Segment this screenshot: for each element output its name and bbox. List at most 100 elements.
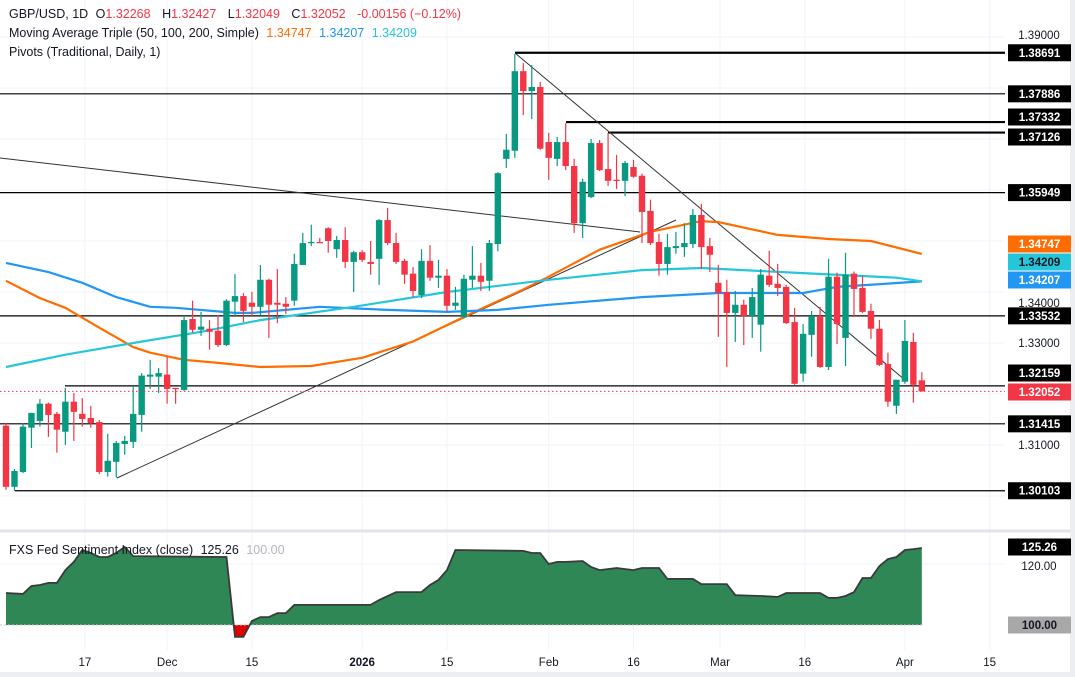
ma-legend[interactable]: Moving Average Triple (50, 100, 200, Sim… (9, 26, 421, 40)
candle (308, 224, 315, 247)
candle (621, 160, 629, 197)
pivot-badge-bg (1008, 415, 1071, 433)
candle (155, 367, 162, 393)
sentiment-panel (0, 545, 922, 638)
candle-body (342, 239, 349, 262)
candle (859, 275, 866, 313)
candle (62, 387, 69, 445)
candle (901, 320, 909, 384)
candle-body (706, 246, 714, 255)
candle (494, 172, 502, 252)
pivot-badge: 1.37886 (1019, 89, 1061, 101)
candle (774, 263, 781, 297)
candle (715, 264, 722, 337)
candle (206, 320, 213, 350)
candle (138, 373, 145, 432)
candle-body (325, 228, 332, 241)
pivot-badge: 1.32159 (1019, 368, 1061, 380)
candle (782, 284, 790, 325)
candle-body (223, 300, 230, 346)
ma50-line (5, 220, 923, 369)
candle (528, 65, 535, 120)
candle-body (884, 363, 892, 402)
candle-body (774, 283, 781, 288)
candle-body (274, 302, 281, 305)
candle-body (791, 322, 798, 384)
sentiment-baseline-badge: 100.00 (1022, 620, 1057, 632)
candle-body (375, 220, 383, 259)
candle-body (146, 374, 154, 377)
candle (537, 81, 544, 150)
candle-body (486, 243, 493, 281)
candle (486, 239, 493, 291)
candle (570, 158, 578, 233)
pivots-legend[interactable]: Pivots (Traditional, Daily, 1) (9, 45, 164, 59)
ma200-badge: 1.34209 (1019, 257, 1061, 269)
candle-body (630, 167, 637, 177)
pivot-badge: 1.31415 (1019, 419, 1061, 431)
sentiment-legend[interactable]: FXS Fed Sentiment Index (close) 125.26 1… (9, 543, 289, 557)
last-price-badge: 1.32052 (1019, 387, 1061, 399)
candle (257, 264, 264, 315)
candle (630, 159, 637, 178)
candle (689, 208, 697, 249)
candle-body (392, 243, 400, 262)
candle-body (265, 279, 273, 305)
symbol-legend: GBP/USD, 1D O1.32268 H1.32427 L1.32049 C… (9, 7, 465, 21)
candle-body (579, 181, 586, 224)
sentiment-value-badge-bg (1008, 538, 1071, 556)
candle (876, 320, 883, 366)
candle (816, 306, 824, 368)
sentiment-value: 125.26 (200, 543, 239, 557)
candle-body (859, 287, 866, 312)
candle (426, 245, 434, 281)
time-label: Mar (710, 657, 730, 669)
candle-body (443, 275, 451, 306)
candle (342, 227, 349, 269)
sentiment-value-badge: 125.26 (1022, 542, 1057, 554)
candle (799, 324, 807, 382)
candle (214, 314, 222, 348)
candle-body (528, 86, 535, 92)
candle (375, 219, 383, 285)
candle (146, 359, 154, 389)
candle (299, 232, 306, 265)
candle (392, 232, 400, 264)
candle (791, 307, 798, 385)
candle (732, 290, 739, 342)
close-label: C (291, 7, 301, 21)
candle-body (647, 210, 654, 244)
candle (53, 411, 61, 453)
candle-body (613, 179, 620, 181)
candle (28, 412, 35, 449)
candle (443, 269, 451, 312)
candle-body (825, 276, 832, 367)
pivot-badge-bg (1008, 307, 1071, 325)
change-value: -0.00156 (−0.12%) (357, 7, 461, 21)
candle (180, 316, 188, 391)
candle-body (723, 292, 730, 313)
high-label: H (162, 7, 172, 21)
candle-body (850, 273, 858, 289)
pivots-title: Pivots (Traditional, Daily, 1) (9, 45, 161, 59)
candle-body (689, 214, 697, 245)
pivot-badge-bg (1008, 44, 1071, 62)
candle (418, 249, 425, 299)
candle (316, 237, 323, 244)
candle-body (732, 304, 739, 313)
ma100-value: 1.34207 (319, 26, 365, 40)
candle-body (231, 296, 239, 302)
candle (460, 274, 468, 319)
time-axis[interactable]: 17 Dec 15 2026 15 Feb 16 Mar 16 Apr 15 (78, 657, 996, 669)
candle-body (11, 471, 18, 487)
pivot-badge-bg (1008, 482, 1071, 500)
candle-body (698, 214, 705, 248)
candle-body (45, 403, 52, 415)
candle (664, 233, 671, 275)
candle (723, 279, 730, 367)
pivot-badge: 1.30103 (1019, 486, 1061, 498)
candle-body (452, 302, 459, 306)
price-axis[interactable]: 1.39000 1.34000 1.33000 1.31000 1.38691 1.378… (1008, 30, 1071, 634)
candle-body (130, 413, 137, 442)
